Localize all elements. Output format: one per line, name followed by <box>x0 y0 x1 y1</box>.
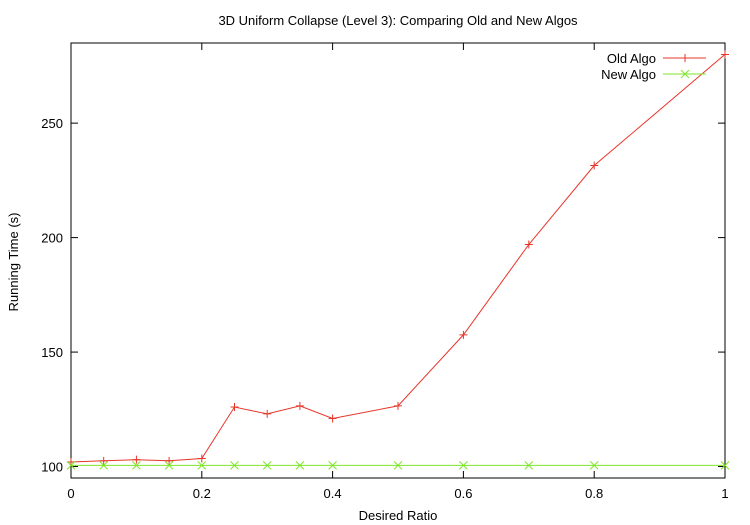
data-point-old-algo <box>524 240 533 249</box>
data-point-new-algo <box>99 461 109 470</box>
data-point-old-algo <box>197 454 206 463</box>
plot-frame <box>70 42 726 479</box>
x-tick-label: 0.2 <box>193 486 211 501</box>
data-point-new-algo <box>393 461 403 470</box>
data-point-new-algo <box>589 461 599 470</box>
data-point-new-algo <box>230 461 239 470</box>
data-point-new-algo <box>459 461 468 470</box>
y-axis-label: Running Time (s) <box>6 213 21 312</box>
data-point-old-algo <box>459 330 468 339</box>
x-tick-label: 0.4 <box>324 486 342 501</box>
x-tick-label: 1 <box>721 486 728 501</box>
y-tick-label: 150 <box>41 345 63 360</box>
data-point-old-algo <box>99 456 108 465</box>
y-tick-label: 250 <box>41 116 63 131</box>
legend-label-old-algo: Old Algo <box>607 51 656 66</box>
chart-title: 3D Uniform Collapse (Level 3): Comparing… <box>218 13 578 28</box>
data-point-old-algo <box>263 409 272 418</box>
x-axis-label: Desired Ratio <box>359 508 438 523</box>
data-point-new-algo <box>132 461 141 470</box>
data-point-old-algo <box>165 456 174 465</box>
y-tick-label: 200 <box>41 231 63 246</box>
x-tick-label: 0.8 <box>585 486 603 501</box>
data-point-new-algo <box>720 461 730 470</box>
data-point-new-algo <box>66 461 76 470</box>
data-point-old-algo <box>295 401 304 410</box>
data-point-old-algo <box>67 457 75 466</box>
y-tick-label: 100 <box>41 460 63 475</box>
data-point-old-algo <box>394 401 402 410</box>
data-point-new-algo <box>164 461 174 470</box>
series-line-old-algo <box>70 54 726 463</box>
data-point-new-algo <box>524 461 534 470</box>
data-point-new-algo <box>197 461 207 470</box>
legend-marker-new-algo <box>680 69 690 79</box>
data-point-old-algo <box>132 455 141 464</box>
x-tick-label: 0 <box>67 486 74 501</box>
data-point-old-algo <box>721 50 729 59</box>
data-point-new-algo <box>328 461 337 470</box>
x-tick-label: 0.6 <box>454 486 472 501</box>
data-point-old-algo <box>590 161 599 170</box>
legend-marker-old-algo <box>681 54 689 62</box>
data-point-new-algo <box>295 461 305 470</box>
data-point-old-algo <box>230 403 239 412</box>
data-point-old-algo <box>328 414 337 423</box>
data-point-new-algo <box>262 461 272 470</box>
legend-label-new-algo: New Algo <box>601 67 656 82</box>
